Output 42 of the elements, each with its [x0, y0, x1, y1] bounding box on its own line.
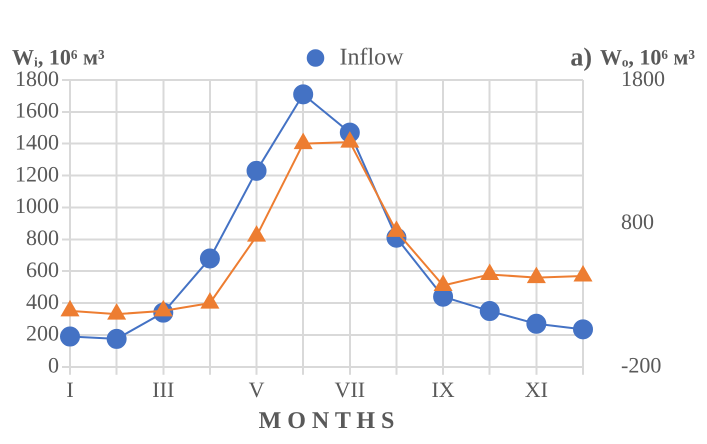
point — [248, 226, 266, 242]
y-axis-title: Wᵢ, 10⁶ м³ — [12, 44, 105, 70]
y-tick-label: 1600 — [15, 98, 59, 123]
point — [293, 84, 314, 104]
y-tick-label: 200 — [26, 320, 59, 346]
point — [60, 326, 80, 347]
point — [480, 301, 500, 322]
x-axis-title: M O N T H S — [258, 408, 394, 434]
legend-label: Inflow — [340, 44, 404, 70]
point — [294, 134, 312, 150]
point — [200, 248, 220, 268]
y2-axis-title: Wₒ, 10⁶ м³ — [600, 44, 696, 70]
point — [573, 319, 593, 340]
point — [61, 300, 79, 316]
point — [154, 300, 172, 316]
x-tick-label: III — [152, 376, 174, 402]
point — [106, 328, 127, 349]
point — [434, 275, 452, 291]
y-tick-label: 800 — [26, 225, 59, 250]
x-tick-label: V — [248, 376, 265, 402]
x-tick-label: XI — [524, 376, 548, 402]
y-tick-label: 1400 — [15, 130, 59, 155]
point — [480, 264, 499, 280]
point — [246, 160, 267, 181]
y-tick-label: 0 — [48, 352, 59, 378]
text: a) — [570, 42, 592, 72]
point — [201, 293, 219, 309]
y-tick-label: 400 — [26, 288, 59, 314]
y-tick-label: 600 — [26, 256, 59, 282]
point — [528, 268, 546, 284]
y-tick-label: 1200 — [15, 161, 59, 186]
y-tick-label: 1000 — [15, 193, 59, 218]
point — [341, 132, 359, 148]
x-tick-label: VII — [334, 376, 366, 402]
y2-tick-label: -200 — [621, 352, 662, 378]
point — [108, 304, 126, 320]
y2-tick-label: 800 — [621, 209, 654, 234]
point — [526, 314, 546, 334]
x-tick-label: I — [66, 376, 74, 402]
point — [574, 266, 592, 282]
point — [388, 221, 406, 237]
x-tick-label: IX — [431, 376, 455, 402]
